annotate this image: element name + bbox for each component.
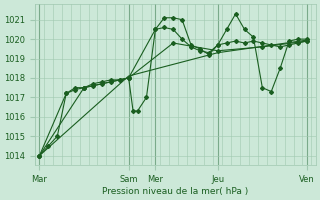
X-axis label: Pression niveau de la mer( hPa ): Pression niveau de la mer( hPa ) [102, 187, 249, 196]
